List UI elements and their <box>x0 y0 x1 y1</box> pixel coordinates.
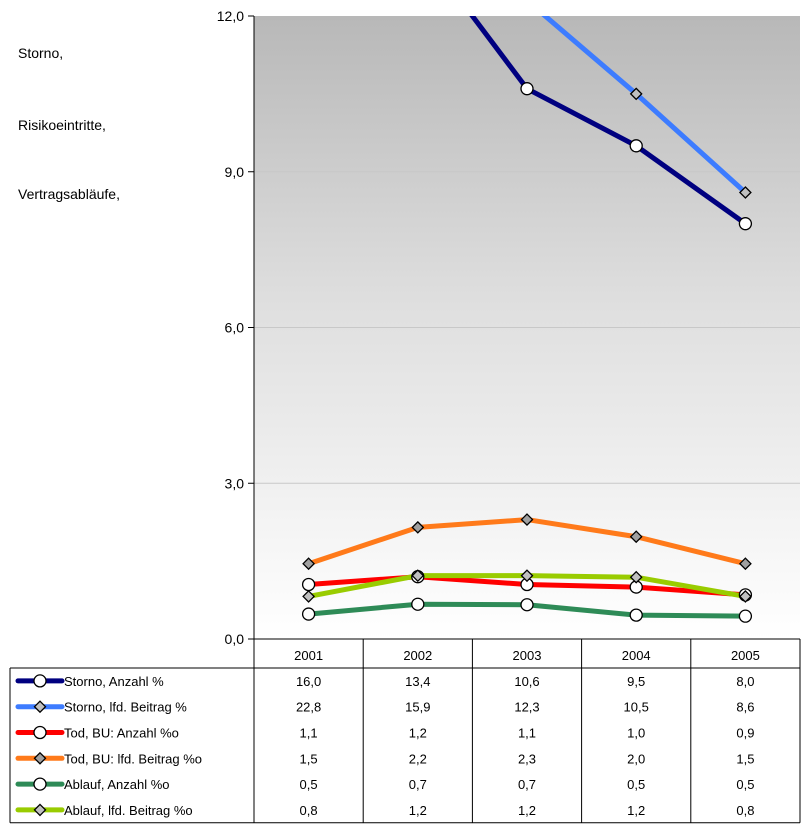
data-label-s1-p4: 8,6 <box>736 700 754 715</box>
gridlines <box>254 171 800 484</box>
data-label-s0-p0: 16,0 <box>296 674 321 689</box>
data-label-s1-p1: 15,9 <box>405 700 430 715</box>
marker-s4-p1 <box>411 597 425 611</box>
side-label-vertragsablaeufe: Vertragsabläufe, <box>18 186 120 202</box>
legend-marker-5 <box>33 803 47 817</box>
ytick-label-2: 6,0 <box>225 320 245 336</box>
xtick-label-2004: 2004 <box>622 648 651 663</box>
marker-s3-p2 <box>520 513 534 527</box>
data-label-s3-p2: 2,3 <box>518 751 536 766</box>
data-label-s2-p0: 1,1 <box>300 726 318 741</box>
marker-s5-p0 <box>302 590 316 603</box>
marker-s4-p0 <box>301 607 316 621</box>
marker-s3-p1 <box>411 520 425 534</box>
marker-s3-p4 <box>738 557 752 571</box>
marker-s5-p1 <box>411 569 425 583</box>
legend-marker-3 <box>33 751 47 765</box>
ytick-label-1: 3,0 <box>225 475 245 491</box>
marker-s3-p3 <box>629 530 643 544</box>
legend-label-4: Ablauf, Anzahl %o <box>64 777 170 792</box>
legend-marker-2 <box>33 725 47 740</box>
legend-marker-4 <box>33 777 47 791</box>
side-label-risikoeintritte: Risikoeintritte, <box>18 117 106 133</box>
axes: 0,0 3,0 6,0 9,0 12,0 <box>217 8 800 647</box>
data-label-s5-p4: 0,8 <box>736 803 754 818</box>
data-label-s3-p1: 2,2 <box>409 751 427 766</box>
data-label-s4-p2: 0,7 <box>518 777 536 792</box>
data-label-s5-p1: 1,2 <box>409 803 427 818</box>
legend-label-3: Tod, BU: lfd. Beitrag %o <box>64 751 202 766</box>
marker-s4-p2 <box>520 598 534 612</box>
legend-label-2: Tod, BU: Anzahl %o <box>64 726 179 741</box>
data-label-s5-p3: 1,2 <box>627 803 645 818</box>
data-label-s0-p4: 8,0 <box>736 674 754 689</box>
marker-s1-p2 <box>522 0 533 6</box>
marker-s2-p0 <box>301 577 316 592</box>
xtick-label-2003: 2003 <box>513 648 542 663</box>
legend-label-0: Storno, Anzahl % <box>64 674 164 689</box>
data-label-s1-p3: 10,5 <box>624 700 649 715</box>
data-label-s4-p1: 0,7 <box>409 777 427 792</box>
data-label-s1-p0: 22,8 <box>296 700 321 715</box>
marker-s5-p3 <box>629 570 643 584</box>
marker-s4-p4 <box>738 609 753 623</box>
side-label-storno: Storno, <box>18 45 64 61</box>
marker-s5-p2 <box>520 569 534 583</box>
data-label-s5-p0: 0,8 <box>300 803 318 818</box>
data-label-s3-p0: 1,5 <box>300 751 318 766</box>
xtick-label-2001: 2001 <box>294 648 323 663</box>
data-label-s2-p2: 1,1 <box>518 726 536 741</box>
series-line-1 <box>541 16 748 196</box>
marker-layer <box>301 0 753 623</box>
legend-marker-0 <box>33 674 47 688</box>
marker-s3-p0 <box>302 557 316 571</box>
legend-label-1: Storno, lfd. Beitrag % <box>64 700 187 715</box>
marker-s0-p4 <box>738 217 753 231</box>
ytick-label-3: 9,0 <box>225 164 245 180</box>
data-label-s2-p3: 1,0 <box>627 726 645 741</box>
marker-s1-p4 <box>738 186 752 199</box>
marker-s0-p2 <box>520 82 534 96</box>
ytick-label-4: 12,0 <box>217 8 244 24</box>
data-label-s0-p3: 9,5 <box>627 674 645 689</box>
data-label-s4-p0: 0,5 <box>300 777 318 792</box>
data-label-s0-p1: 13,4 <box>405 674 430 689</box>
data-label-s2-p1: 1,2 <box>409 726 427 741</box>
legend-marker-1 <box>33 700 47 714</box>
data-label-s1-p2: 12,3 <box>514 700 539 715</box>
data-label-s4-p4: 0,5 <box>736 777 754 792</box>
data-label-s3-p3: 2,0 <box>627 751 645 766</box>
data-table: 2001 2002 2003 2004 2005 Storno, Anzahl % 16,0… <box>9 639 801 824</box>
marker-s1-p3 <box>629 87 643 101</box>
data-label-s4-p3: 0,5 <box>627 777 645 792</box>
legend-label-5: Ablauf, lfd. Beitrag %o <box>64 803 193 818</box>
xtick-label-2005: 2005 <box>731 648 760 663</box>
marker-s4-p3 <box>629 608 643 622</box>
xtick-label-2002: 2002 <box>403 648 432 663</box>
marker-s5-p4 <box>738 590 752 603</box>
data-label-s2-p4: 0,9 <box>736 726 754 741</box>
data-label-s3-p4: 1,5 <box>736 751 754 766</box>
ytick-label-0: 0,0 <box>225 631 245 647</box>
data-label-s0-p2: 10,6 <box>514 674 539 689</box>
data-label-s5-p2: 1,2 <box>518 803 536 818</box>
marker-s0-p3 <box>629 139 643 153</box>
